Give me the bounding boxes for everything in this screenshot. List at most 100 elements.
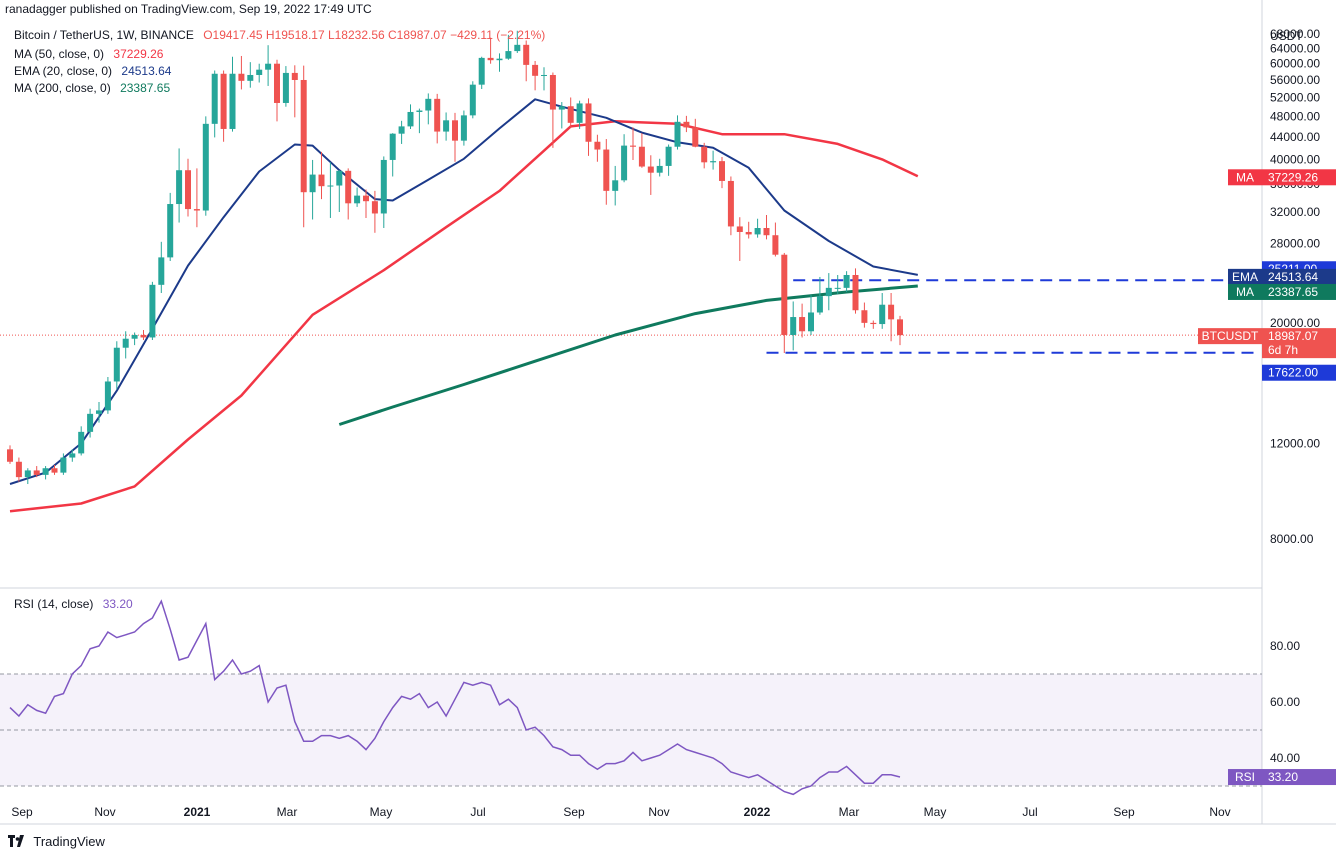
candle-body [567,106,574,123]
ohlc-values: O19417.45 H19518.17 L18232.56 C18987.07 … [203,28,546,42]
candle-body [683,121,690,128]
ema20-price-tag: EMA 24513.64 [1228,268,1336,285]
price-axis-tick: 60000.00 [1270,57,1320,71]
price-axis-tick: 64000.00 [1270,41,1320,55]
ma50-legend-label: MA (50, close, 0) [14,47,105,61]
last-price-label: BTCUSDT [1202,329,1259,343]
time-axis-tick: May [370,805,393,819]
candle-body [256,69,263,75]
ma200-price-tag-label: MA [1236,285,1254,299]
ma50-price-tag: MA 37229.26 [1228,169,1336,186]
candle-body [505,51,512,59]
candle-body [594,141,601,150]
price-axis-tick: 56000.00 [1270,73,1320,87]
candle-body [710,161,717,163]
candle-body [60,457,67,473]
candle-body [416,110,423,112]
candle-body [42,468,49,475]
candle-body [282,72,289,103]
candle-body [736,226,743,232]
ema20-price-tag-label-bg [1228,268,1262,285]
rsi-price-tag-label-bg [1228,769,1262,786]
candle-body [478,57,485,85]
candle-body [719,161,725,181]
candle-body [727,180,734,227]
candle-body [69,453,76,458]
candle-body [354,195,361,204]
candle-body [460,115,467,141]
support-price-tag-value: 17622.00 [1268,366,1318,380]
candle-body [309,174,316,193]
candle-body [647,166,654,173]
candle-body [861,310,868,323]
rsi-axis-tick: 60.00 [1270,695,1300,709]
ma200-line [338,284,918,426]
rsi-legend-label: RSI (14, close) [14,597,94,611]
ema20-legend[interactable]: EMA (20, close, 0) 24513.64 [14,64,171,78]
ma50-legend[interactable]: MA (50, close, 0) 37229.26 [14,47,163,61]
time-axis-tick: Nov [94,805,115,819]
last-price-value: 18987.07 [1268,329,1318,343]
ma200-price-tag-label-bg [1228,283,1262,300]
candle-body [51,468,58,473]
candle-body [291,72,298,80]
rsi-price-tag-value-bg [1262,769,1336,786]
ma200-legend[interactable]: MA (200, close, 0) 23387.65 [14,81,170,95]
tradingview-footer[interactable]: TradingView [8,834,105,850]
candle-body [523,44,530,65]
rsi-legend-value: 33.20 [102,597,133,611]
candle-body [558,106,565,110]
candle-body [122,338,129,348]
candle-body [799,317,806,332]
candle-body [879,304,886,325]
candle-body [300,79,307,193]
time-axis-tick: Jul [470,805,485,819]
ma50-legend-value: 37229.26 [113,47,164,61]
candle-body [852,274,859,311]
time-axis-tick: Nov [648,805,669,819]
ema20-legend-value: 24513.64 [121,64,172,78]
candle-body [763,228,770,236]
candle-body [158,257,165,285]
candle-body [701,146,708,163]
rsi-legend[interactable]: RSI (14, close) 33.20 [14,597,133,611]
ma50-price-tag-value: 37229.26 [1268,170,1318,184]
ema20-legend-label: EMA (20, close, 0) [14,64,113,78]
candle-body [78,431,85,454]
candle-body [15,461,22,478]
price-axis-tick: 40000.00 [1270,152,1320,166]
last-price-label-bg [1198,328,1262,345]
price-axis-tick: 52000.00 [1270,90,1320,104]
support-price-tag-value-bg [1262,364,1336,381]
candle-body [888,304,895,320]
candle-body [380,159,387,214]
ma50-price-tag-label: MA [1236,170,1254,184]
candle-body [176,170,183,205]
candle-body [585,103,592,142]
candle-body [434,98,441,132]
symbol-legend[interactable]: Bitcoin / TetherUS, 1W, BINANCE O19417.4… [14,28,545,42]
candle-body [772,235,779,255]
rsi-line [9,599,901,796]
last-price-value-bg [1262,328,1336,359]
time-axis-tick: Sep [1113,805,1135,819]
candle-body [167,204,174,258]
ema20-price-tag-value-bg [1262,268,1336,285]
candle-body [870,322,877,325]
candle-body [638,146,645,167]
ma200-legend-label: MA (200, close, 0) [14,81,111,95]
candle-body [541,74,547,76]
rsi-axis-tick: 80.00 [1270,639,1300,653]
candle-body [140,334,147,338]
ma200-price-tag: MA 23387.65 [1228,283,1336,300]
candle-body [96,410,102,414]
candle-body [843,274,850,288]
candle-body [674,121,681,147]
candle-body [371,201,378,214]
price-axis-tick: 48000.00 [1270,109,1320,123]
rsi-price-tag-value: 33.20 [1268,770,1298,784]
candle-body [469,84,476,116]
ema20-line [9,98,918,485]
